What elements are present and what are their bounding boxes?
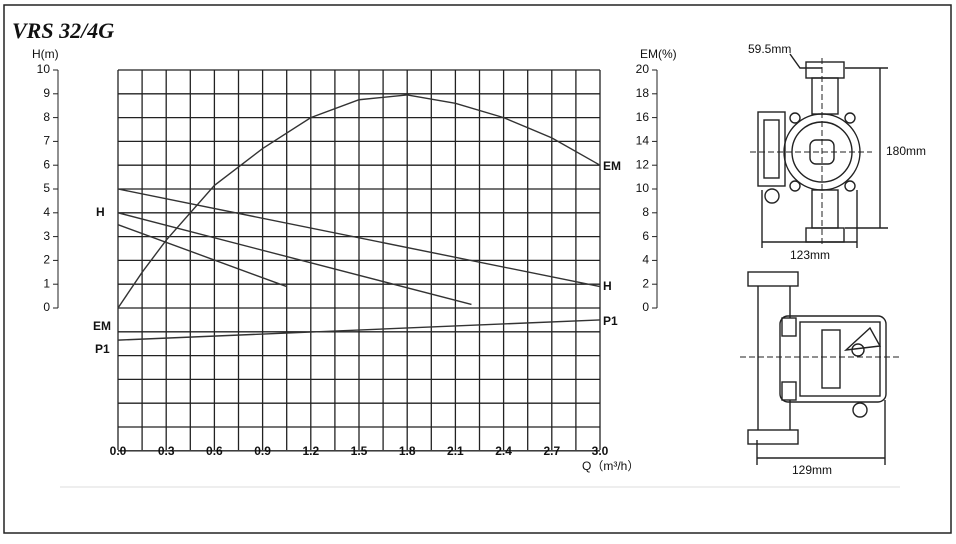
- curve-label: H: [603, 279, 612, 293]
- y2-tick-label: 20: [636, 62, 650, 76]
- y-tick-label: 6: [43, 157, 50, 171]
- y2-tick-label: 14: [636, 134, 650, 148]
- x-tick-label: 1.2: [302, 444, 319, 458]
- y-tick-label: 0: [43, 300, 50, 314]
- y2-tick-label: 18: [636, 86, 650, 100]
- y-tick-label: 5: [43, 181, 50, 195]
- x-tick-label: 1.5: [351, 444, 368, 458]
- y2-tick-label: 12: [636, 157, 650, 171]
- pump-top-view: [750, 53, 888, 248]
- y2-tick-label: 10: [636, 181, 650, 195]
- pump-side-view: [740, 271, 900, 465]
- y-axis-label: H(m): [32, 47, 59, 61]
- x-tick-label: 2.1: [447, 444, 464, 458]
- y-tick-label: 3: [43, 229, 50, 243]
- curve: [117, 319, 601, 341]
- x-tick-label: 3.0: [592, 444, 609, 458]
- y-tick-label: 8: [43, 110, 50, 124]
- curve-label: H: [96, 205, 105, 219]
- dimension-label: 59.5mm: [748, 42, 791, 56]
- y2-tick-label: 2: [642, 276, 649, 290]
- y-tick-label: 4: [43, 205, 50, 219]
- y-tick-label: 9: [43, 86, 50, 100]
- y-tick-label: 10: [37, 62, 51, 76]
- x-tick-label: 2.7: [543, 444, 560, 458]
- x-tick-label: 0.0: [110, 444, 127, 458]
- dimension-label: 123mm: [790, 248, 830, 262]
- x-tick-label: 0.9: [254, 444, 271, 458]
- y2-axis-label: EM(%): [640, 47, 677, 61]
- dimension-label: 129mm: [792, 463, 832, 477]
- curve-label: P1: [95, 342, 110, 356]
- curve: [117, 212, 472, 306]
- y2-tick-label: 8: [642, 205, 649, 219]
- curve: [117, 188, 601, 288]
- y2-tick-label: 16: [636, 110, 650, 124]
- frame: [3, 4, 952, 534]
- curve: [117, 224, 287, 288]
- y2-tick-label: 6: [642, 229, 649, 243]
- y-tick-label: 2: [43, 253, 50, 267]
- y-tick-label: 1: [43, 276, 50, 290]
- curve-label: EM: [603, 159, 621, 173]
- curve-label: EM: [93, 319, 111, 333]
- x-tick-label: 1.8: [399, 444, 416, 458]
- y2-tick-label: 0: [642, 300, 649, 314]
- y2-tick-label: 4: [642, 253, 649, 267]
- y-tick-label: 7: [43, 134, 50, 148]
- chart-title: VRS 32/4G: [12, 18, 114, 43]
- x-tick-label: 0.3: [158, 444, 175, 458]
- curve: [117, 94, 601, 309]
- dimension-label: 180mm: [886, 144, 926, 158]
- x-tick-label: 0.6: [206, 444, 223, 458]
- x-tick-label: 2.4: [495, 444, 512, 458]
- x-axis-label: Q（m³/h）: [582, 459, 639, 473]
- curve-label: P1: [603, 314, 618, 328]
